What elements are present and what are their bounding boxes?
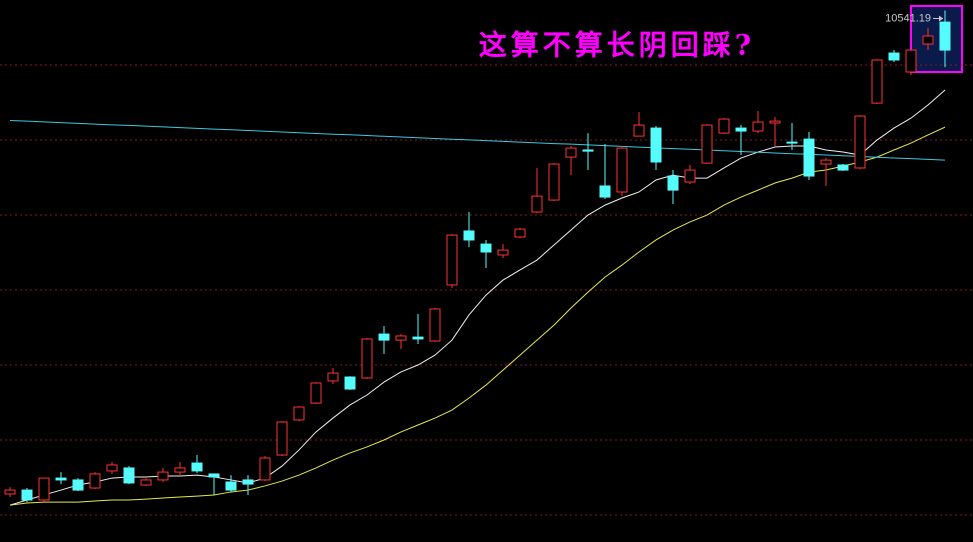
candle-body (72, 479, 84, 491)
candle-body (616, 147, 628, 193)
candle-body (803, 138, 815, 177)
candle-body (939, 21, 951, 51)
candle-body (21, 489, 33, 501)
candle-body (242, 479, 254, 485)
candle-body (820, 159, 832, 165)
candle-body (854, 115, 866, 169)
candle-body (769, 120, 781, 124)
candle-body (667, 175, 679, 191)
candle-body (89, 473, 101, 489)
candle-body (123, 467, 135, 484)
candle-body (140, 479, 152, 486)
candle-body (888, 52, 900, 61)
candle-body (208, 473, 220, 478)
candle-body (514, 228, 526, 238)
candle-body (293, 406, 305, 421)
candle-body (548, 163, 560, 201)
candle-body (718, 118, 730, 134)
candle-body (786, 141, 798, 144)
candle-body (395, 335, 407, 341)
candle-body (905, 49, 917, 73)
candle-body (55, 477, 67, 481)
candle-body (259, 457, 271, 481)
moving-average-line (9, 120, 946, 161)
candle-body (531, 195, 543, 213)
highlight-box (910, 5, 963, 73)
candle-body (157, 471, 169, 481)
candle-body (922, 35, 934, 45)
candle-body (191, 462, 203, 472)
candle-body (327, 372, 339, 382)
candle-body (429, 308, 441, 342)
candle-body (752, 121, 764, 132)
high-label: 10541.19 (885, 12, 931, 24)
high-arrow-head (939, 15, 943, 22)
candle-body (599, 185, 611, 198)
candle-body (276, 421, 288, 456)
candle-body (650, 127, 662, 163)
candle-body (361, 338, 373, 379)
candle-body (735, 127, 747, 132)
candle-body (225, 481, 237, 491)
moving-average-line (9, 126, 946, 506)
annotation: 这算不算长阴回踩? (479, 29, 755, 62)
candle-body (174, 467, 186, 473)
candle-body (497, 249, 509, 256)
candle-body (480, 243, 492, 253)
candle-body (344, 376, 356, 390)
candle-body (684, 169, 696, 183)
candle-body (701, 124, 713, 164)
candle-body (310, 382, 322, 404)
candle-body (4, 489, 16, 495)
candle-body (633, 124, 645, 137)
candle-body (463, 230, 475, 241)
candle-body (38, 477, 50, 501)
candle-body (446, 234, 458, 286)
candle-body (582, 149, 594, 152)
candle-body (871, 59, 883, 104)
candle-body (412, 336, 424, 340)
candle-body (837, 164, 849, 171)
candle-body (106, 464, 118, 472)
candle-body (378, 333, 390, 341)
candle-body (565, 147, 577, 158)
